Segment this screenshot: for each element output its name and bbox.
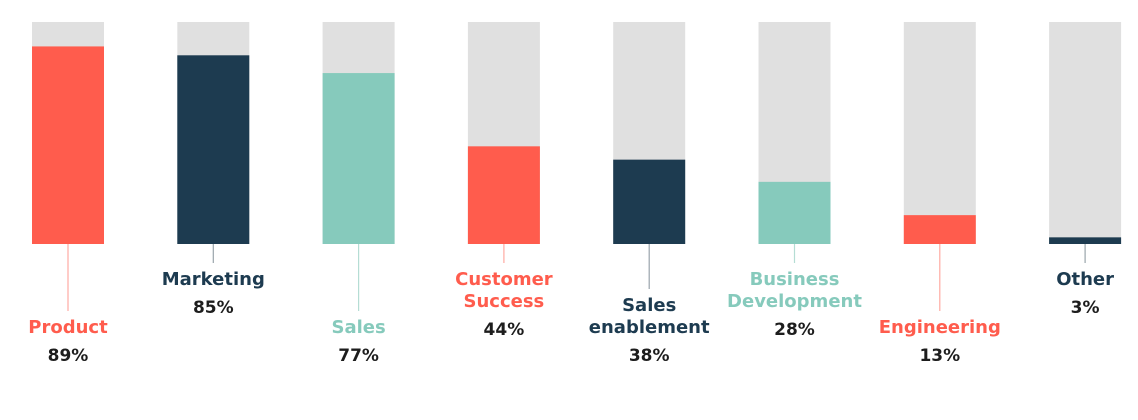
bar-group: Sales enablement 38% xyxy=(589,22,710,366)
bar xyxy=(903,215,976,244)
value-label: 85% xyxy=(193,298,234,318)
bar-track xyxy=(903,22,976,244)
bar xyxy=(177,55,250,244)
bar xyxy=(1049,237,1122,244)
value-label: 3% xyxy=(1071,298,1100,318)
bar-group: Other 3% xyxy=(1049,22,1122,318)
bar-group: Engineering 13% xyxy=(879,22,1001,366)
category-label: Marketing xyxy=(162,269,265,290)
category-label: Sales xyxy=(331,317,385,338)
category-label: Customer Success xyxy=(455,269,553,312)
category-label: Product xyxy=(28,317,108,338)
bar xyxy=(613,159,686,244)
category-label: Sales enablement xyxy=(589,295,710,338)
category-label: Business Development xyxy=(727,269,862,312)
bar-group: Customer Success 44% xyxy=(455,22,553,340)
bar-group: Product 89% xyxy=(28,22,108,366)
category-label: Engineering xyxy=(879,317,1001,338)
bar-track xyxy=(1049,22,1122,244)
value-label: 89% xyxy=(48,346,89,366)
value-label: 77% xyxy=(338,346,379,366)
value-label: 38% xyxy=(629,346,670,366)
bar-group: Marketing 85% xyxy=(162,22,265,318)
bar-group: Business Development 28% xyxy=(727,22,862,340)
value-label: 28% xyxy=(774,320,815,340)
bar xyxy=(322,73,395,244)
value-label: 13% xyxy=(919,346,960,366)
value-label: 44% xyxy=(484,320,525,340)
category-label: Other xyxy=(1056,269,1114,290)
bar-group: Sales 77% xyxy=(322,22,395,366)
bar xyxy=(758,181,831,244)
bar xyxy=(32,46,104,244)
bar xyxy=(467,146,540,244)
